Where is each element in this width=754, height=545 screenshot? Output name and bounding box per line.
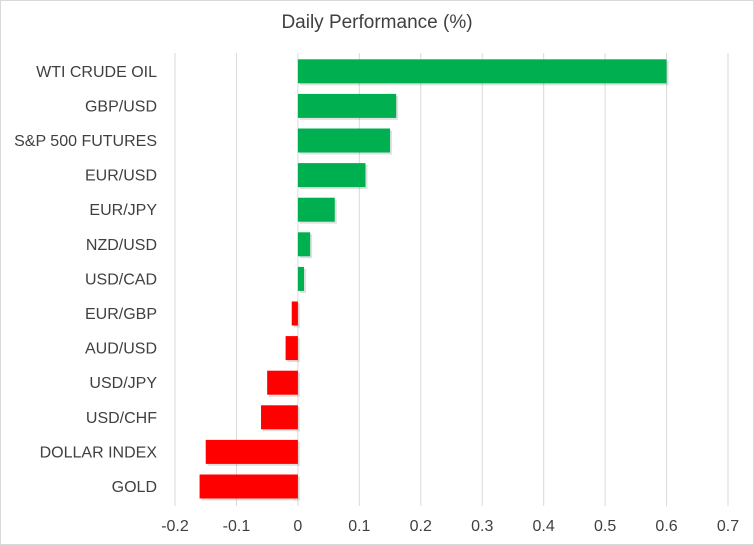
category-label: EUR/GBP (85, 306, 157, 323)
x-tick-label: 0.2 (410, 518, 432, 535)
category-label: NZD/USD (86, 237, 157, 254)
bar-nzd-usd (297, 232, 311, 257)
category-label: S&P 500 FUTURES (14, 133, 157, 150)
x-tick-label: -0.2 (161, 518, 189, 535)
category-label: USD/CAD (85, 271, 157, 288)
x-tick-label: 0.7 (717, 518, 739, 535)
category-label: GBP/USD (85, 98, 157, 115)
x-tick-label: -0.1 (223, 518, 251, 535)
category-label: USD/JPY (89, 375, 157, 392)
category-label: USD/CHF (86, 410, 157, 427)
category-label: WTI CRUDE OIL (36, 64, 157, 81)
bar-gold (199, 474, 298, 499)
bar-usd-jpy (267, 370, 298, 395)
x-tick-label: 0 (293, 518, 302, 535)
x-tick-label: 0.1 (348, 518, 370, 535)
category-label: DOLLAR INDEX (40, 444, 158, 461)
x-tick-label: 0.5 (594, 518, 616, 535)
x-tick-label: 0.4 (533, 518, 555, 535)
bar-gbp-usd (297, 93, 397, 118)
x-tick-label: 0.3 (471, 518, 493, 535)
bar-wti-crude-oil (297, 59, 667, 84)
bar-usd-chf (261, 405, 298, 430)
bar-aud-usd (285, 336, 298, 361)
category-label: EUR/JPY (89, 202, 157, 219)
bar-usd-cad (297, 266, 305, 291)
bar-eur-jpy (297, 197, 335, 222)
bar-dollar-index (205, 439, 298, 464)
bar-eur-gbp (291, 301, 298, 326)
category-label: EUR/USD (85, 168, 157, 185)
bar-eur-usd (297, 163, 366, 188)
bar-s-p-500-futures (297, 128, 391, 153)
chart-title: Daily Performance (%) (281, 12, 473, 33)
category-label: AUD/USD (85, 341, 157, 358)
category-label: GOLD (112, 479, 157, 496)
x-tick-label: 0.6 (655, 518, 677, 535)
